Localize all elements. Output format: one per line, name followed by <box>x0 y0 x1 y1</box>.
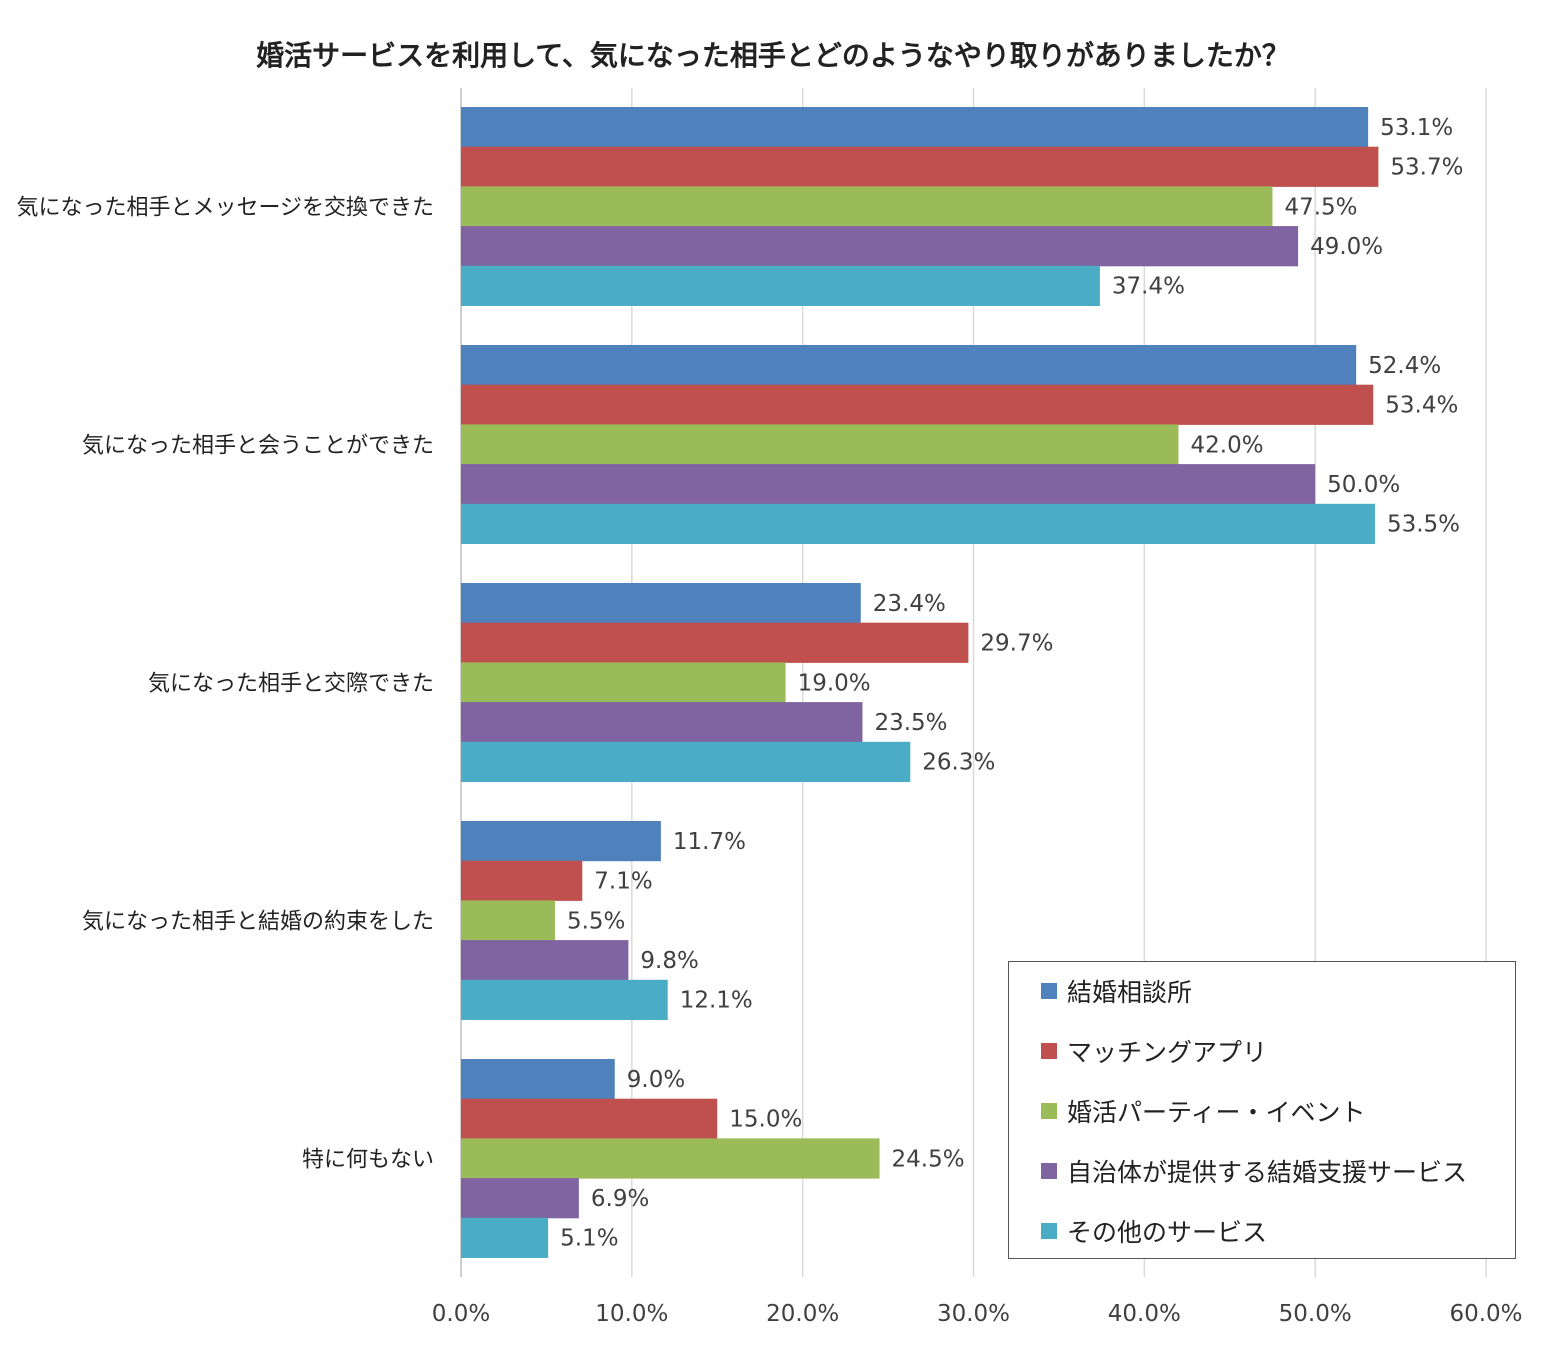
legend-label: 婚活パーティー・イベント <box>1067 1098 1366 1127</box>
bar <box>461 265 1100 306</box>
bar <box>461 107 1369 148</box>
bars <box>461 107 1379 1258</box>
value-label: 24.5% <box>892 1146 965 1172</box>
value-label: 5.5% <box>567 908 625 934</box>
bar <box>461 900 555 941</box>
legend: 結婚相談所マッチングアプリ婚活パーティー・イベント自治体が提供する結婚支援サービ… <box>1008 961 1516 1259</box>
bar <box>461 226 1299 267</box>
value-label: 9.0% <box>627 1067 685 1093</box>
value-label: 5.1% <box>560 1226 618 1252</box>
legend-swatch <box>1041 1103 1057 1119</box>
value-label: 49.0% <box>1310 234 1383 260</box>
bar <box>461 622 969 663</box>
bar <box>461 821 661 862</box>
bar <box>461 186 1273 227</box>
bar <box>461 1098 718 1139</box>
value-label: 37.4% <box>1112 274 1185 300</box>
legend-label: その他のサービス <box>1067 1218 1268 1247</box>
bar <box>461 583 861 624</box>
bar <box>461 424 1179 465</box>
bar <box>461 464 1316 505</box>
value-label: 23.4% <box>873 591 946 617</box>
value-label: 29.7% <box>980 631 1053 657</box>
legend-label: マッチングアプリ <box>1067 1038 1268 1067</box>
value-label: 9.8% <box>640 948 698 974</box>
x-axis-ticks: 0.0% 10.0% 20.0% 30.0% 40.0% 50.0% 60.0% <box>432 1301 1523 1327</box>
bar <box>461 702 863 743</box>
bar <box>461 1178 579 1219</box>
x-tick-label: 60.0% <box>1449 1301 1522 1327</box>
value-label: 23.5% <box>874 710 947 736</box>
legend-item: 結婚相談所 <box>1041 971 1192 1011</box>
value-label: 53.1% <box>1380 115 1453 141</box>
legend-swatch <box>1041 1163 1057 1179</box>
value-label: 19.0% <box>798 670 871 696</box>
bar <box>461 384 1374 425</box>
value-label: 50.0% <box>1327 472 1400 498</box>
value-label: 12.1% <box>680 988 753 1014</box>
bar <box>461 662 786 703</box>
value-label: 6.9% <box>591 1186 649 1212</box>
legend-item: マッチングアプリ <box>1041 1031 1267 1071</box>
bar <box>461 1217 549 1258</box>
value-label: 52.4% <box>1368 353 1441 379</box>
legend-item: 自治体が提供する結婚支援サービス <box>1041 1151 1467 1191</box>
category-label: 気になった相手と結婚の約束をした <box>82 909 434 934</box>
value-label: 42.0% <box>1191 432 1264 458</box>
bar <box>461 146 1379 187</box>
category-label: 気になった相手とメッセージを交換できた <box>16 195 434 220</box>
value-label: 11.7% <box>673 829 746 855</box>
category-label: 気になった相手と会うことができた <box>82 433 434 458</box>
value-label: 7.1% <box>594 869 652 895</box>
value-label: 26.3% <box>922 750 995 776</box>
bar <box>461 940 629 981</box>
category-label: 気になった相手と交際できた <box>148 671 434 696</box>
bar <box>461 979 668 1020</box>
bar <box>461 741 911 782</box>
category-label: 特に何もない <box>302 1147 434 1172</box>
x-tick-label: 40.0% <box>1108 1301 1181 1327</box>
legend-swatch <box>1041 983 1057 999</box>
value-label: 53.4% <box>1385 393 1458 419</box>
legend-item: 婚活パーティー・イベント <box>1041 1091 1366 1131</box>
bar <box>461 1059 615 1100</box>
x-tick-label: 20.0% <box>766 1301 839 1327</box>
bar <box>461 503 1375 544</box>
x-tick-label: 30.0% <box>937 1301 1010 1327</box>
x-tick-label: 0.0% <box>432 1301 490 1327</box>
legend-item: その他のサービス <box>1041 1211 1267 1251</box>
bar <box>461 345 1357 386</box>
legend-label: 自治体が提供する結婚支援サービス <box>1067 1158 1468 1187</box>
bar <box>461 860 583 901</box>
chart-title: 婚活サービスを利用して、気になった相手とどのようなやり取りがありましたか？ <box>256 39 1290 72</box>
value-labels: 53.1% 53.7% 47.5% 49.0% 37.4% 52.4% 53.4% 42.0%… <box>560 115 1463 1252</box>
value-label: 47.5% <box>1284 194 1357 220</box>
legend-swatch <box>1041 1223 1057 1239</box>
value-label: 15.0% <box>729 1107 802 1133</box>
legend-label: 結婚相談所 <box>1067 978 1193 1007</box>
x-tick-label: 10.0% <box>595 1301 668 1327</box>
category-labels: 気になった相手とメッセージを交換できた気になった相手と会うことができた気になった… <box>16 195 434 1172</box>
value-label: 53.7% <box>1390 155 1463 181</box>
legend-swatch <box>1041 1043 1057 1059</box>
bar <box>461 1138 880 1179</box>
value-label: 53.5% <box>1387 512 1460 538</box>
x-tick-label: 50.0% <box>1279 1301 1352 1327</box>
